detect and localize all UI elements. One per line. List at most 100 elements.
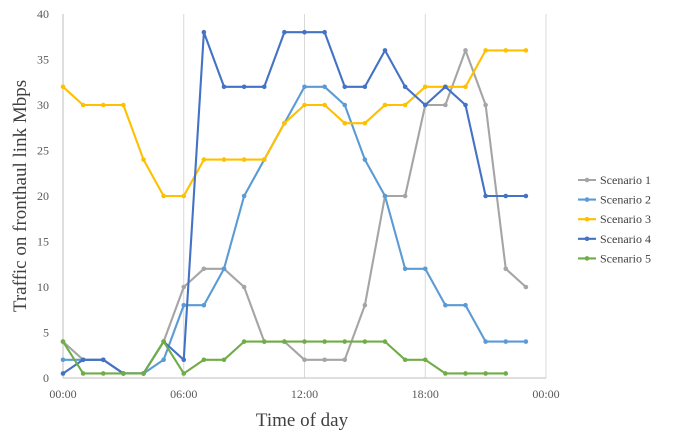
data-point	[60, 371, 66, 376]
data-point	[322, 84, 327, 90]
series-scenario-3	[60, 48, 529, 199]
data-point	[382, 339, 388, 344]
data-point	[201, 266, 207, 272]
data-point	[503, 266, 509, 272]
data-point	[483, 102, 488, 108]
data-point	[100, 357, 106, 363]
data-point	[302, 357, 307, 363]
data-point	[121, 102, 126, 108]
y-tick-label: 15	[37, 235, 49, 249]
data-point	[402, 357, 408, 363]
data-point	[503, 371, 509, 376]
data-point	[523, 48, 529, 53]
data-point	[503, 48, 509, 53]
x-tick-label: 00:00	[532, 387, 559, 401]
legend-label: Scenario 4	[600, 232, 651, 246]
data-point	[362, 339, 368, 344]
data-point	[422, 266, 428, 272]
data-point	[221, 357, 227, 363]
y-tick-label: 0	[43, 371, 49, 385]
series-line-scenario-5	[62, 340, 506, 375]
series-scenario-5	[60, 339, 509, 376]
data-point	[402, 102, 408, 108]
data-point	[382, 48, 388, 53]
y-tick-label: 10	[37, 280, 49, 294]
data-point	[181, 284, 187, 290]
data-point	[463, 84, 468, 90]
legend-item-scenario-4: Scenario 4	[578, 232, 651, 246]
x-tick-label: 00:00	[49, 387, 76, 401]
data-point	[141, 157, 146, 162]
data-point	[302, 84, 307, 90]
x-axis-title: Time of day	[256, 410, 349, 431]
y-tick-label: 25	[37, 144, 49, 158]
data-point	[261, 339, 267, 344]
legend-label: Scenario 3	[600, 212, 651, 226]
data-point	[302, 29, 307, 35]
data-point	[80, 357, 86, 363]
data-point	[80, 371, 86, 376]
x-tick-label: 18:00	[412, 387, 439, 401]
legend-item-scenario-3: Scenario 3	[578, 212, 651, 226]
x-tick-labels: 00:00 06:00 12:00 18:00 00:00	[49, 387, 559, 401]
data-point	[382, 102, 388, 108]
data-point	[463, 102, 468, 108]
data-point	[60, 339, 66, 344]
data-point	[100, 102, 106, 108]
series-line-scenario-1	[62, 49, 527, 375]
y-tick-label: 5	[43, 326, 49, 340]
data-point	[483, 48, 488, 53]
data-point	[181, 371, 187, 376]
data-point	[302, 339, 307, 344]
data-point	[261, 84, 267, 90]
legend-marker	[584, 236, 590, 242]
data-point	[80, 102, 86, 108]
legend-marker	[584, 216, 590, 222]
data-point	[342, 339, 348, 344]
y-tick-label: 40	[37, 7, 49, 21]
data-point	[503, 193, 509, 199]
legend-label: Scenario 1	[600, 173, 651, 187]
data-point	[322, 357, 327, 363]
data-point	[241, 84, 247, 90]
data-point	[523, 284, 529, 290]
data-point	[342, 357, 348, 363]
data-point	[221, 266, 227, 272]
data-point	[443, 302, 448, 308]
data-point	[60, 357, 66, 363]
legend-marker	[584, 256, 590, 261]
legend-marker	[584, 177, 590, 183]
data-point	[443, 371, 448, 376]
data-point	[181, 302, 187, 308]
data-point	[463, 48, 468, 53]
data-point	[141, 371, 146, 376]
legend-item-scenario-2: Scenario 2	[578, 193, 651, 207]
data-point	[322, 339, 327, 344]
data-point	[362, 84, 368, 90]
data-point	[402, 193, 408, 199]
legend-label: Scenario 5	[600, 251, 651, 265]
data-point	[443, 84, 448, 90]
data-point	[463, 371, 468, 376]
data-point	[181, 193, 187, 199]
data-point	[282, 339, 287, 344]
data-point	[241, 157, 247, 162]
data-point	[443, 102, 448, 108]
data-point	[121, 371, 126, 376]
data-point	[463, 302, 468, 308]
data-point	[503, 339, 509, 344]
data-point	[362, 120, 368, 126]
data-point	[342, 84, 348, 90]
data-point	[161, 357, 166, 363]
legend-item-scenario-1: Scenario 1	[578, 173, 651, 187]
data-point	[523, 339, 529, 344]
data-point	[60, 84, 66, 90]
x-tick-label: 12:00	[291, 387, 318, 401]
y-tick-label: 30	[37, 98, 49, 112]
legend-marker	[584, 197, 590, 202]
series-line-scenario-3	[62, 49, 526, 198]
y-tick-labels: 0 5 10 15 20 25 30 35 40	[37, 7, 49, 385]
data-point	[221, 84, 227, 90]
data-point	[342, 120, 348, 126]
